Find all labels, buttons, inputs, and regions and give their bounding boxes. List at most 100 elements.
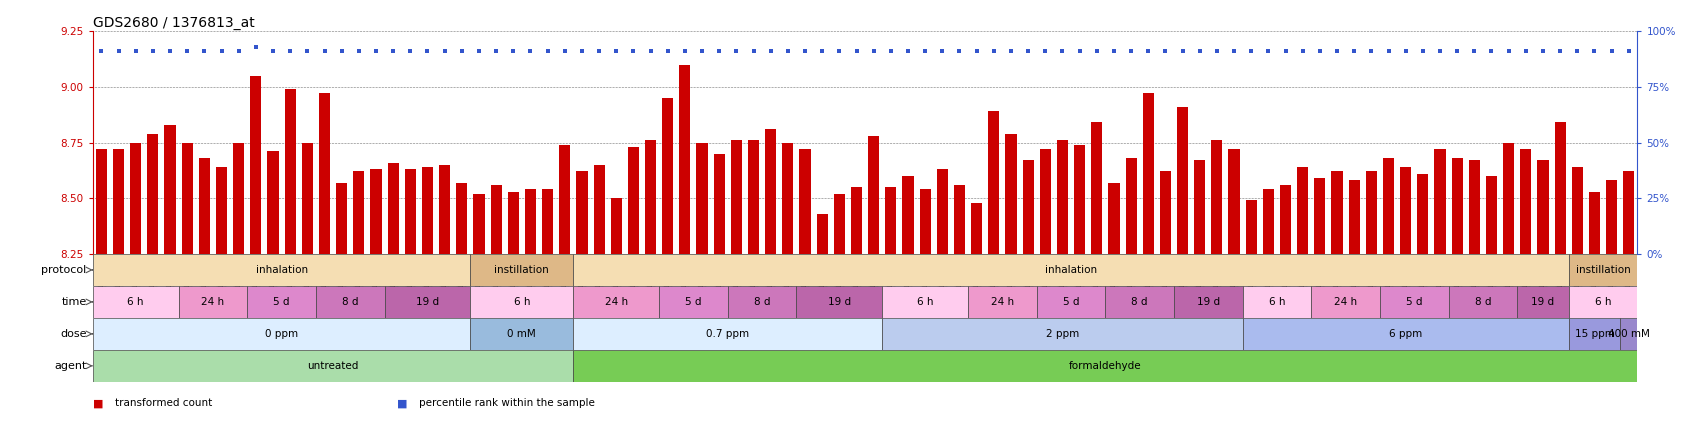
Point: [363, 48, 390, 55]
Bar: [1229, 149, 1239, 254]
Text: 24 h: 24 h: [604, 297, 628, 307]
Bar: [248, 286, 316, 318]
Bar: [471, 254, 574, 286]
Point: [758, 48, 785, 55]
Point: [689, 48, 716, 55]
Text: 400 mM: 400 mM: [1609, 329, 1649, 339]
Bar: [1452, 158, 1463, 254]
Bar: [147, 134, 159, 254]
Bar: [628, 147, 640, 254]
Point: [105, 48, 132, 55]
Bar: [1521, 149, 1531, 254]
Point: [140, 48, 167, 55]
Text: 2 ppm: 2 ppm: [1047, 329, 1079, 339]
Bar: [1605, 180, 1617, 254]
Bar: [439, 165, 451, 254]
Text: untreated: untreated: [307, 361, 360, 371]
Bar: [1246, 201, 1258, 254]
Bar: [1568, 286, 1637, 318]
Point: [380, 48, 407, 55]
Bar: [1296, 167, 1308, 254]
Text: dose: dose: [61, 329, 86, 339]
Bar: [179, 286, 248, 318]
Bar: [1212, 140, 1222, 254]
Point: [208, 48, 235, 55]
Bar: [1106, 286, 1175, 318]
Bar: [302, 143, 312, 254]
Point: [636, 48, 663, 55]
Point: [586, 48, 613, 55]
Point: [895, 48, 922, 55]
Text: instillation: instillation: [495, 265, 549, 275]
Bar: [164, 125, 176, 254]
Point: [981, 48, 1008, 55]
Point: [1014, 48, 1041, 55]
Bar: [697, 143, 707, 254]
Bar: [574, 350, 1637, 382]
Bar: [885, 187, 896, 254]
Bar: [611, 198, 621, 254]
Bar: [1006, 134, 1016, 254]
Bar: [182, 143, 192, 254]
Text: 6 h: 6 h: [1595, 297, 1612, 307]
Point: [294, 48, 321, 55]
Text: 0 mM: 0 mM: [508, 329, 537, 339]
Bar: [1381, 286, 1448, 318]
Point: [945, 48, 972, 55]
Point: [466, 48, 493, 55]
Bar: [473, 194, 484, 254]
Text: 8 d: 8 d: [1475, 297, 1491, 307]
Point: [311, 48, 338, 55]
Bar: [1242, 286, 1312, 318]
Bar: [1040, 149, 1052, 254]
Point: [1340, 48, 1367, 55]
Point: [414, 48, 441, 55]
Bar: [1023, 160, 1033, 254]
Point: [792, 48, 819, 55]
Bar: [645, 140, 657, 254]
Bar: [969, 286, 1036, 318]
Bar: [1090, 123, 1102, 254]
Bar: [491, 185, 501, 254]
Bar: [662, 98, 674, 254]
Bar: [1624, 171, 1634, 254]
Point: [225, 48, 252, 55]
Text: 8 d: 8 d: [1131, 297, 1148, 307]
Bar: [1036, 286, 1106, 318]
Point: [998, 48, 1025, 55]
Bar: [1448, 286, 1518, 318]
Bar: [1349, 180, 1361, 254]
Text: 6 ppm: 6 ppm: [1389, 329, 1423, 339]
Text: 0 ppm: 0 ppm: [265, 329, 299, 339]
Bar: [660, 286, 728, 318]
Bar: [508, 191, 518, 254]
Bar: [471, 318, 574, 350]
Point: [1393, 48, 1420, 55]
Point: [1615, 48, 1642, 55]
Point: [430, 48, 457, 55]
Point: [500, 48, 527, 55]
Point: [1599, 48, 1626, 55]
Point: [825, 48, 852, 55]
Text: 24 h: 24 h: [201, 297, 225, 307]
Bar: [1143, 94, 1155, 254]
Point: [1496, 48, 1523, 55]
Bar: [987, 111, 999, 254]
Text: formaldehyde: formaldehyde: [1069, 361, 1141, 371]
Bar: [574, 254, 1568, 286]
Text: 6 h: 6 h: [1269, 297, 1285, 307]
Bar: [456, 182, 468, 254]
Bar: [93, 318, 471, 350]
Bar: [1568, 254, 1637, 286]
Bar: [954, 185, 966, 254]
Bar: [1382, 158, 1394, 254]
Bar: [1057, 140, 1069, 254]
Bar: [113, 149, 125, 254]
Point: [1460, 48, 1487, 55]
Bar: [851, 187, 863, 254]
Point: [1529, 48, 1556, 55]
Bar: [370, 169, 381, 254]
Text: 6 h: 6 h: [128, 297, 143, 307]
Text: ■: ■: [93, 398, 103, 408]
Text: protocol: protocol: [42, 265, 86, 275]
